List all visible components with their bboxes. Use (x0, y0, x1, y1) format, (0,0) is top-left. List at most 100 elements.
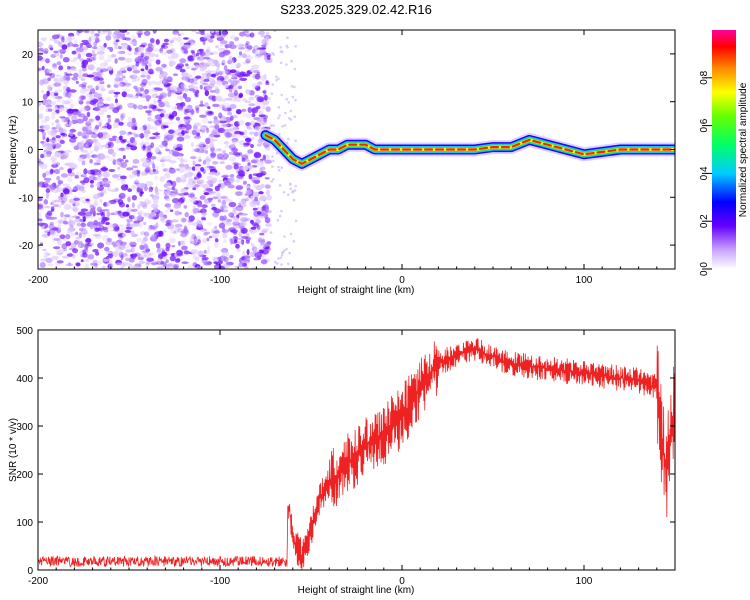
noise-blob (201, 256, 209, 261)
noise-blob (59, 53, 63, 59)
noise-blob (192, 187, 197, 191)
noise-dot (273, 260, 277, 264)
noise-blob (193, 177, 200, 181)
noise-dot (279, 50, 283, 53)
noise-dot (269, 231, 273, 234)
noise-blob (195, 31, 202, 34)
noise-blob (70, 59, 77, 63)
noise-blob (151, 262, 159, 265)
noise-blob (222, 124, 229, 127)
noise-blob (213, 115, 219, 120)
noise-blob (120, 254, 124, 261)
noise-blob (153, 48, 159, 53)
noise-blob (70, 142, 78, 147)
noise-blob (172, 110, 178, 117)
noise-blob (206, 110, 215, 116)
noise-blob (130, 132, 135, 135)
noise-blob (83, 196, 90, 199)
noise-blob (63, 238, 67, 241)
noise-blob (100, 167, 108, 172)
noise-dot (271, 52, 274, 55)
noise-blob (194, 64, 199, 70)
noise-blob (201, 238, 207, 244)
noise-blob (238, 92, 244, 98)
noise-dot (286, 262, 290, 266)
noise-blob (46, 99, 52, 106)
noise-blob (80, 78, 86, 81)
noise-blob (71, 50, 77, 55)
noise-blob (58, 219, 65, 224)
noise-blob (125, 204, 130, 208)
noise-blob (124, 229, 131, 233)
noise-blob (87, 253, 95, 260)
noise-blob (62, 128, 67, 134)
noise-blob (200, 208, 207, 214)
noise-blob (260, 75, 267, 81)
noise-blob (120, 261, 126, 268)
noise-blob (149, 125, 154, 130)
noise-blob (126, 31, 130, 35)
noise-blob (82, 199, 87, 204)
noise-blob (134, 57, 142, 64)
noise-blob (71, 77, 78, 81)
noise-blob (38, 183, 46, 188)
noise-blob (180, 187, 188, 194)
noise-scatter (38, 30, 298, 269)
noise-blob (250, 226, 257, 230)
noise-blob (81, 85, 87, 89)
noise-blob (138, 182, 146, 189)
noise-blob (60, 152, 69, 159)
noise-blob (230, 215, 236, 219)
noise-blob (66, 43, 71, 48)
noise-blob (221, 251, 230, 257)
noise-blob (93, 163, 97, 166)
noise-blob (82, 216, 86, 223)
noise-blob (79, 218, 86, 223)
noise-blob (225, 221, 232, 226)
noise-blob (129, 254, 134, 258)
noise-dot (292, 239, 296, 243)
noise-blob (209, 90, 217, 93)
noise-blob (177, 33, 181, 36)
noise-blob (55, 119, 60, 124)
noise-blob (199, 62, 206, 65)
noise-blob (53, 50, 59, 54)
noise-blob (131, 170, 138, 176)
noise-blob (96, 212, 101, 216)
noise-blob (233, 90, 238, 96)
noise-dot (294, 219, 298, 223)
noise-blob (258, 114, 266, 117)
noise-dot (282, 191, 286, 194)
noise-blob (165, 247, 170, 252)
noise-blob (131, 195, 137, 201)
noise-blob (143, 123, 151, 127)
y-tick-label: 400 (16, 374, 33, 385)
noise-blob (70, 242, 77, 249)
noise-blob (41, 78, 49, 85)
noise-dot (285, 63, 288, 66)
noise-blob (153, 135, 161, 140)
noise-blob (243, 73, 251, 77)
noise-blob (157, 258, 161, 265)
noise-blob (201, 204, 208, 209)
noise-blob (131, 255, 137, 260)
noise-blob (181, 245, 188, 251)
noise-blob (203, 78, 210, 82)
noise-blob (39, 106, 44, 111)
noise-blob (222, 150, 227, 154)
noise-blob (108, 169, 116, 172)
snr-series-line (38, 338, 675, 570)
noise-blob (81, 39, 89, 43)
noise-blob (105, 240, 113, 245)
noise-blob (248, 96, 255, 101)
noise-blob (187, 78, 195, 83)
noise-blob (152, 132, 161, 136)
noise-blob (72, 254, 76, 259)
noise-blob (144, 247, 149, 251)
noise-blob (78, 68, 82, 75)
noise-blob (176, 249, 184, 256)
top-y-ticks: 20 10 0 -10 -20 (19, 50, 675, 252)
noise-dot (273, 30, 277, 33)
noise-blob (235, 243, 240, 249)
noise-blob (127, 67, 132, 72)
